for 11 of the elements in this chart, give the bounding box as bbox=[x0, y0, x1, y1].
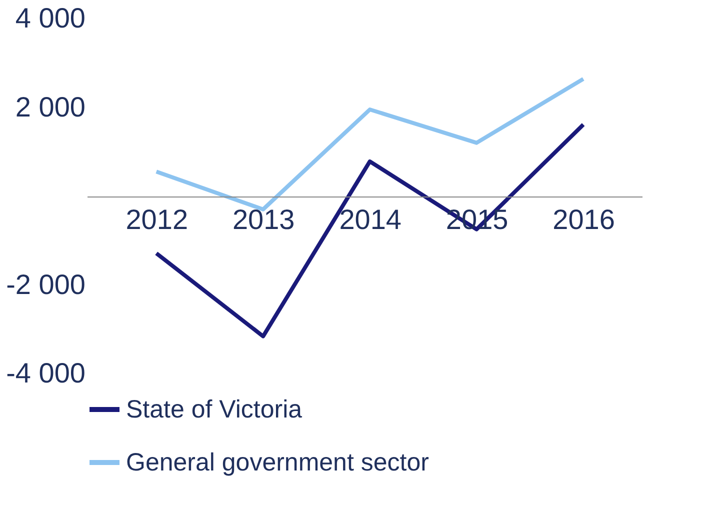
y-tick-label: 2 000 bbox=[15, 91, 86, 122]
y-tick-label: 4 000 bbox=[15, 2, 86, 34]
x-tick-label: 2016 bbox=[552, 204, 615, 235]
x-tick-label: 2013 bbox=[232, 204, 295, 235]
legend-label: General government sector bbox=[126, 448, 429, 476]
line-series bbox=[154, 76, 586, 212]
y-tick-label: -2 000 bbox=[6, 268, 86, 300]
legend-label: State of Victoria bbox=[126, 396, 302, 424]
x-tick-label: 2014 bbox=[339, 204, 402, 235]
x-tick-label: 2012 bbox=[126, 204, 188, 235]
y-tick-label: -4 000 bbox=[6, 358, 86, 388]
